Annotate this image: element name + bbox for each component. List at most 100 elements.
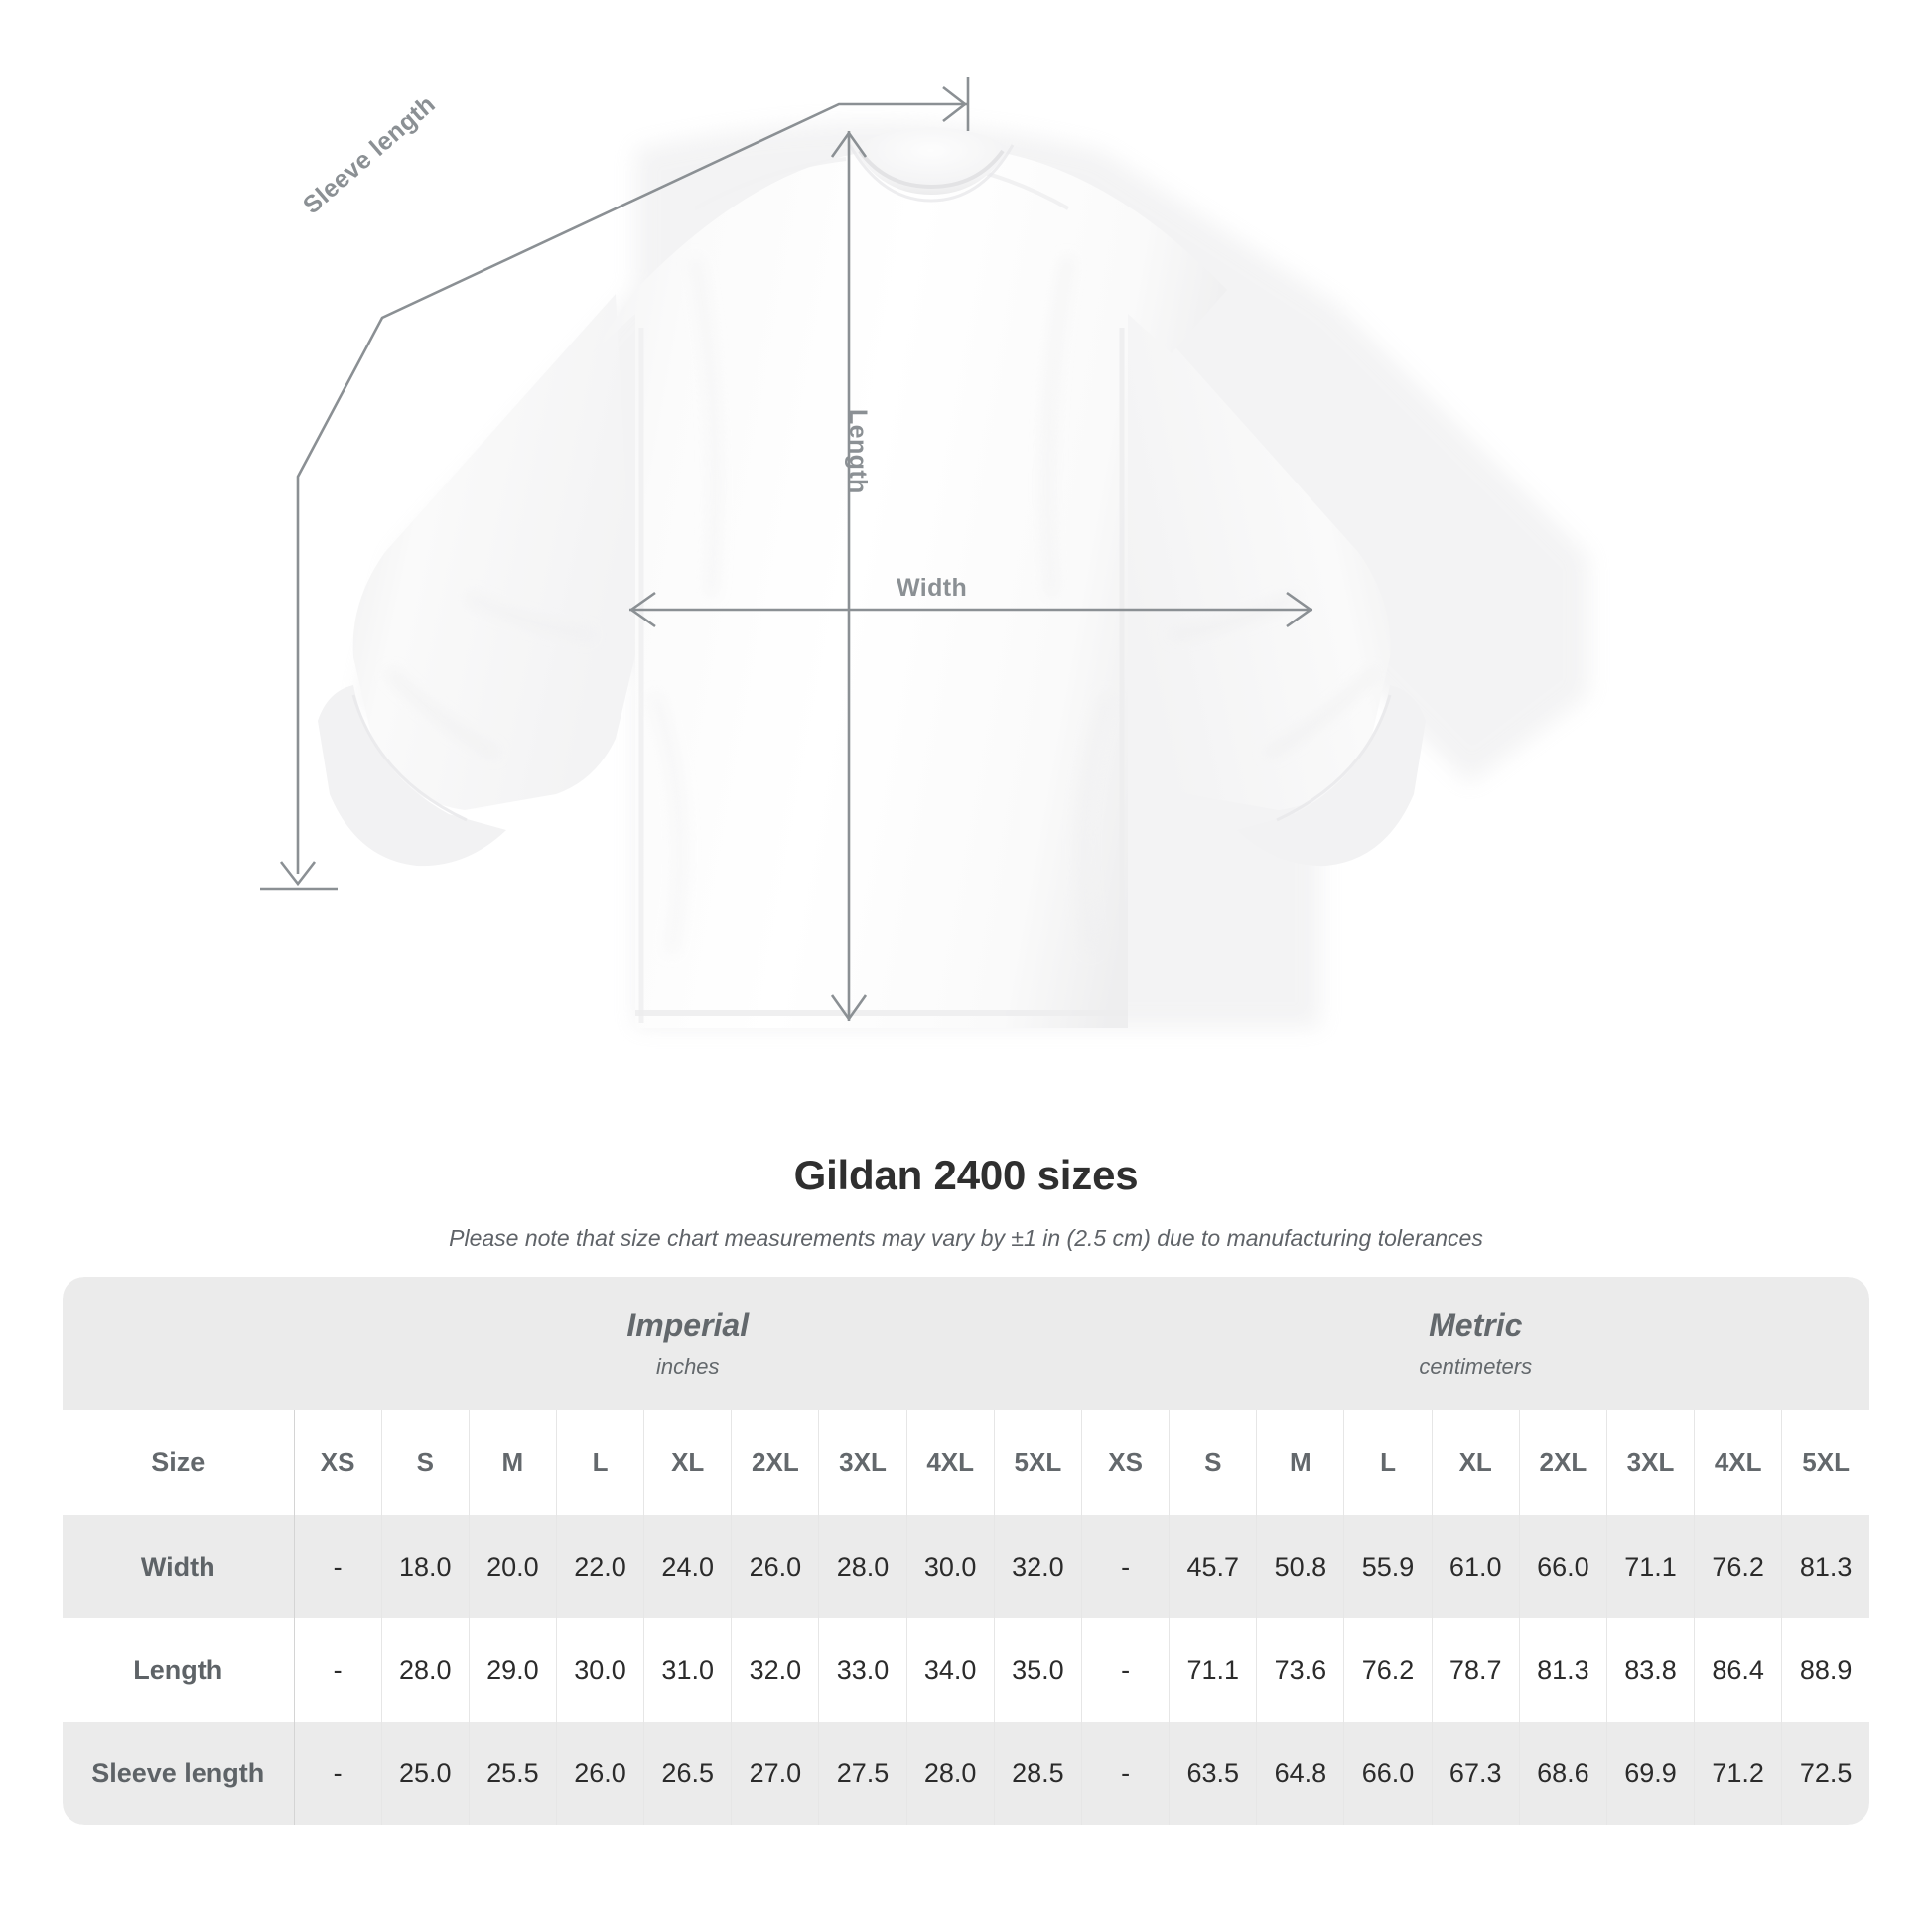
column-header-imperial-l: L — [556, 1410, 645, 1515]
column-header-metric-m: M — [1256, 1410, 1345, 1515]
cell-width-imperial-s: 18.0 — [381, 1515, 470, 1618]
width-guide-arrow-left — [628, 591, 656, 628]
cell-length-imperial-2xl: 32.0 — [731, 1618, 820, 1722]
column-header-imperial-xl: XL — [643, 1410, 733, 1515]
cell-sleeve-length-imperial-2xl: 27.0 — [731, 1722, 820, 1825]
cell-sleeve-length-imperial-l: 26.0 — [556, 1722, 645, 1825]
measurement-guides — [260, 77, 1313, 1022]
cell-length-imperial-5xl: 35.0 — [994, 1618, 1083, 1722]
column-header-imperial-3xl: 3XL — [818, 1410, 907, 1515]
cell-sleeve-length-metric-xl: 67.3 — [1432, 1722, 1520, 1825]
column-header-imperial-m: M — [469, 1410, 557, 1515]
cell-length-metric-s: 71.1 — [1169, 1618, 1258, 1722]
cell-width-imperial-3xl: 28.0 — [818, 1515, 907, 1618]
cell-sleeve-length-metric-2xl: 68.6 — [1519, 1722, 1607, 1825]
size-chart-table-wrapper: Imperial inches Metric centimeters Size XS S M L… — [63, 1277, 1869, 1825]
length-guide-arrow-up — [830, 130, 868, 158]
unit-subtitle: centimeters — [1419, 1353, 1533, 1379]
cell-width-imperial-4xl: 30.0 — [906, 1515, 995, 1618]
size-chart-table: Imperial inches Metric centimeters Size XS S M L… — [63, 1277, 1869, 1825]
cell-sleeve-length-metric-xs: - — [1080, 1722, 1171, 1825]
title-block: Gildan 2400 sizes Please note that size … — [0, 1122, 1932, 1252]
shirt-diagram — [260, 77, 1588, 1028]
cell-sleeve-length-imperial-xs: - — [294, 1722, 382, 1825]
cell-sleeve-length-imperial-s: 25.0 — [381, 1722, 470, 1825]
cell-length-imperial-3xl: 33.0 — [818, 1618, 907, 1722]
column-header-imperial-xs: XS — [294, 1410, 382, 1515]
column-header-metric-xl: XL — [1432, 1410, 1520, 1515]
cell-sleeve-length-imperial-5xl: 28.5 — [994, 1722, 1083, 1825]
column-header-metric-5xl: 5XL — [1781, 1410, 1869, 1515]
shirt-body — [592, 151, 1227, 1028]
row-label-length: Length — [63, 1618, 295, 1722]
cell-width-imperial-m: 20.0 — [469, 1515, 557, 1618]
cell-length-metric-l: 76.2 — [1343, 1618, 1433, 1722]
cell-sleeve-length-imperial-3xl: 27.5 — [818, 1722, 907, 1825]
row-label-width: Width — [63, 1515, 295, 1618]
unit-name: Metric — [1429, 1307, 1523, 1343]
cell-length-metric-2xl: 81.3 — [1519, 1618, 1607, 1722]
cell-length-metric-xl: 78.7 — [1432, 1618, 1520, 1722]
cell-width-metric-s: 45.7 — [1169, 1515, 1258, 1618]
column-header-size: Size — [63, 1410, 295, 1515]
table-row: Sleeve length -25.0 25.5 26.0 26.5 27.0 27.5 28… — [63, 1722, 1869, 1825]
cell-sleeve-length-metric-5xl: 72.5 — [1781, 1722, 1869, 1825]
column-header-metric-s: S — [1169, 1410, 1258, 1515]
cell-width-imperial-2xl: 26.0 — [731, 1515, 820, 1618]
length-guide-arrow-down — [830, 994, 868, 1022]
cell-sleeve-length-imperial-m: 25.5 — [469, 1722, 557, 1825]
collar-seam — [858, 149, 1005, 190]
cell-sleeve-length-metric-m: 64.8 — [1256, 1722, 1345, 1825]
cell-sleeve-length-imperial-4xl: 28.0 — [906, 1722, 995, 1825]
width-guide-arrow-right — [1286, 591, 1313, 628]
right-cuff — [1237, 685, 1426, 867]
cell-width-metric-3xl: 71.1 — [1606, 1515, 1696, 1618]
cell-width-metric-l: 55.9 — [1343, 1515, 1433, 1618]
unit-name: Imperial — [626, 1307, 750, 1343]
cell-width-metric-4xl: 76.2 — [1694, 1515, 1783, 1618]
cell-width-metric-m: 50.8 — [1256, 1515, 1345, 1618]
table-row: Width -18.0 20.0 22.0 24.0 26.0 28.0 30.0 32.0-4… — [63, 1515, 1869, 1618]
column-header-metric-xs: XS — [1080, 1410, 1171, 1515]
sleeve-guide-arrow-right — [942, 85, 968, 123]
cell-width-imperial-l: 22.0 — [556, 1515, 645, 1618]
cell-sleeve-length-metric-4xl: 71.2 — [1694, 1722, 1783, 1825]
unit-header-imperial: Imperial inches — [294, 1277, 1082, 1410]
left-cuff — [318, 685, 506, 867]
cell-length-imperial-l: 30.0 — [556, 1618, 645, 1722]
cell-length-imperial-s: 28.0 — [381, 1618, 470, 1722]
column-header-metric-2xl: 2XL — [1519, 1410, 1607, 1515]
column-header-metric-4xl: 4XL — [1694, 1410, 1783, 1515]
fabric-folds — [386, 257, 1377, 955]
cell-length-metric-5xl: 88.9 — [1781, 1618, 1869, 1722]
page-title: Gildan 2400 sizes — [793, 1152, 1139, 1198]
cell-length-metric-xs: - — [1080, 1618, 1171, 1722]
column-header-metric-3xl: 3XL — [1606, 1410, 1696, 1515]
column-header-imperial-5xl: 5XL — [994, 1410, 1083, 1515]
unit-band-row: Imperial inches Metric centimeters — [63, 1277, 1869, 1410]
length-label: Length — [844, 409, 872, 494]
left-sleeve — [352, 294, 635, 810]
column-header-metric-l: L — [1343, 1410, 1433, 1515]
cell-width-imperial-xl: 24.0 — [643, 1515, 733, 1618]
cell-sleeve-length-metric-s: 63.5 — [1169, 1722, 1258, 1825]
width-label: Width — [897, 574, 968, 602]
cell-length-imperial-4xl: 34.0 — [906, 1618, 995, 1722]
cell-width-metric-5xl: 81.3 — [1781, 1515, 1869, 1618]
column-header-imperial-4xl: 4XL — [906, 1410, 995, 1515]
table-row: Length -28.0 29.0 30.0 31.0 32.0 33.0 34.0 35.0-… — [63, 1618, 1869, 1722]
cell-sleeve-length-imperial-xl: 26.5 — [643, 1722, 733, 1825]
cell-length-metric-4xl: 86.4 — [1694, 1618, 1783, 1722]
sleeve-guide-arrow-down — [279, 861, 317, 887]
cell-length-metric-m: 73.6 — [1256, 1618, 1345, 1722]
column-header-imperial-s: S — [381, 1410, 470, 1515]
right-sleeve — [1108, 294, 1391, 810]
size-header-row: Size XS S M L XL 2XL 3XL 4XL 5XL XS S M L XL 2XL 3XL 4XL 5… — [63, 1410, 1869, 1515]
cell-width-metric-xs: - — [1080, 1515, 1171, 1618]
cell-width-imperial-5xl: 32.0 — [994, 1515, 1083, 1618]
cell-sleeve-length-metric-l: 66.0 — [1343, 1722, 1433, 1825]
cell-width-imperial-xs: - — [294, 1515, 382, 1618]
cell-length-imperial-xs: - — [294, 1618, 382, 1722]
cell-length-metric-3xl: 83.8 — [1606, 1618, 1696, 1722]
unit-subtitle: inches — [655, 1353, 720, 1379]
